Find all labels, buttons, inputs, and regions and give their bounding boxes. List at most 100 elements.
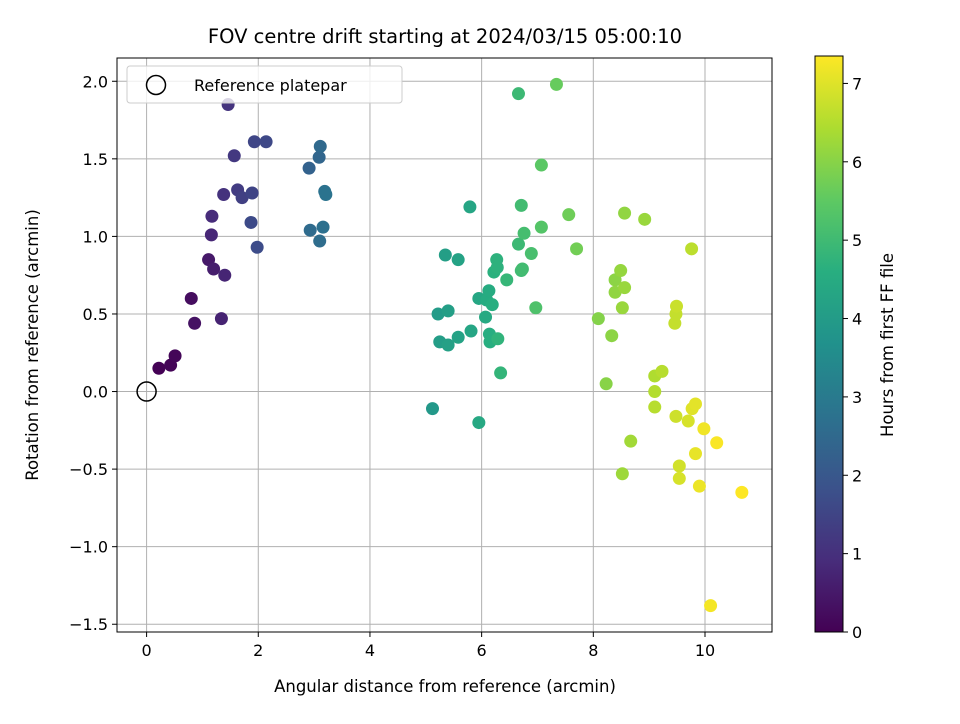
colorbar-frame (814, 55, 844, 633)
x-tick-label: 8 (588, 641, 598, 660)
data-point (247, 135, 261, 149)
y-tick-label: 1.0 (83, 227, 108, 246)
data-point (549, 77, 563, 91)
data-point (303, 223, 317, 237)
x-tick-label: 6 (477, 641, 487, 660)
data-point (451, 330, 465, 344)
x-axis-ticks: 0 2 4 6 8 10 (142, 632, 715, 660)
data-point (618, 206, 632, 220)
data-point (685, 242, 699, 256)
data-point (688, 447, 702, 461)
data-point (313, 139, 327, 153)
data-point (425, 402, 439, 416)
data-point (704, 599, 718, 613)
data-point (235, 191, 249, 205)
reference-platepar-marker (136, 381, 157, 402)
data-point (316, 220, 330, 234)
data-point (205, 209, 219, 223)
data-point (648, 400, 662, 414)
colorbar-tick-label: 4 (852, 310, 862, 329)
data-point (472, 416, 486, 430)
data-point (441, 304, 455, 318)
data-point (441, 338, 455, 352)
colorbar-tick-label: 3 (852, 388, 862, 407)
data-point (697, 422, 711, 436)
data-point (511, 87, 525, 101)
data-point (534, 220, 548, 234)
data-point (218, 268, 232, 282)
data-point (259, 135, 273, 149)
chart-title: FOV centre drift starting at 2024/03/15 … (208, 25, 682, 48)
data-point (500, 273, 514, 287)
data-point (670, 299, 684, 313)
x-tick-label: 0 (142, 641, 152, 660)
data-point (431, 307, 445, 321)
grid (117, 58, 772, 632)
data-point (494, 366, 508, 380)
data-point (464, 324, 478, 338)
data-point (302, 161, 316, 175)
colorbar-tick-label: 1 (852, 545, 862, 564)
data-point (672, 471, 686, 485)
colorbar: 0 1 2 3 4 5 6 7 Hours from first FF file (814, 55, 897, 642)
y-axis-label: Rotation from reference (arcmin) (23, 209, 42, 481)
colorbar-gradient (815, 56, 843, 632)
data-point (681, 414, 695, 428)
data-point (463, 200, 477, 214)
data-point (451, 253, 465, 267)
colorbar-tick-label: 7 (852, 74, 862, 93)
data-point (485, 298, 499, 312)
data-point (710, 436, 724, 450)
data-point (514, 198, 528, 212)
data-point (244, 215, 258, 229)
data-point (655, 364, 669, 378)
data-point (214, 312, 228, 326)
data-point (648, 385, 662, 399)
legend: Reference platepar (126, 65, 403, 104)
y-tick-label: 0.5 (83, 305, 108, 324)
data-point (638, 212, 652, 226)
data-point (204, 228, 218, 242)
data-point (511, 237, 525, 251)
y-tick-label: 1.5 (83, 150, 108, 169)
data-point (479, 310, 493, 324)
data-point (490, 260, 504, 274)
data-point (615, 301, 629, 315)
data-point (184, 291, 198, 305)
data-point (618, 281, 632, 295)
data-point (227, 149, 241, 163)
data-point (615, 467, 629, 481)
x-tick-label: 4 (365, 641, 375, 660)
data-point (207, 262, 221, 276)
data-point (250, 240, 264, 254)
data-point (491, 332, 505, 346)
colorbar-tick-label: 2 (852, 466, 862, 485)
legend-box (126, 65, 403, 104)
data-point (312, 150, 326, 164)
data-point (669, 409, 683, 423)
y-tick-label: 2.0 (83, 72, 108, 91)
y-tick-label: −1.0 (69, 538, 108, 557)
y-tick-label: −0.5 (69, 460, 108, 479)
colorbar-tick-label: 0 (852, 623, 862, 642)
x-axis-label: Angular distance from reference (arcmin) (274, 677, 616, 696)
data-point (188, 316, 202, 330)
data-point (245, 186, 259, 200)
data-point (217, 188, 231, 202)
data-point (152, 361, 166, 375)
data-point (529, 301, 543, 315)
data-point (534, 158, 548, 172)
legend-marker-open-circle (145, 74, 167, 96)
data-point (562, 208, 576, 222)
data-point (624, 434, 638, 448)
data-point (688, 397, 702, 411)
x-tick-label: 10 (695, 641, 715, 660)
data-point (482, 284, 496, 298)
colorbar-tick-label: 5 (852, 231, 862, 250)
colorbar-ticks: 0 1 2 3 4 5 6 7 (843, 74, 862, 642)
data-point (524, 246, 538, 260)
data-point (517, 226, 531, 240)
data-point (614, 264, 628, 278)
data-point (591, 312, 605, 326)
